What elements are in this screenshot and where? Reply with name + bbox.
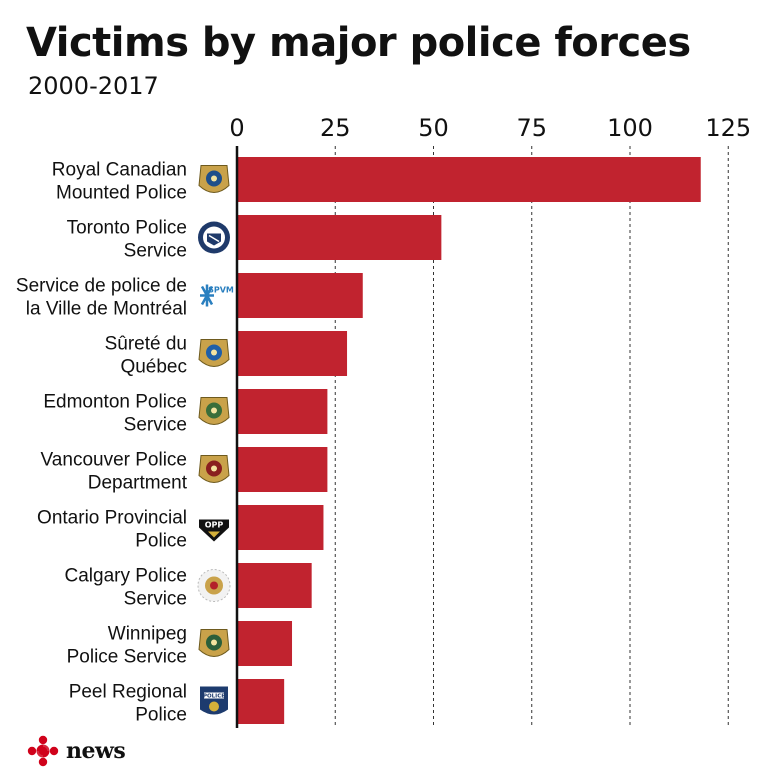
bar: [237, 389, 328, 434]
winnipeg-police-badge-icon: [198, 629, 230, 657]
peel-police-badge-icon: POLICE: [200, 686, 228, 715]
bar: [237, 505, 324, 550]
category-label-line: Service: [124, 589, 187, 610]
category-label-line: Ontario Provincial: [37, 508, 187, 529]
edmonton-police-badge-icon: [198, 397, 230, 425]
category-label-line: Sûreté du: [105, 334, 187, 355]
x-tick-label: 50: [418, 114, 449, 142]
bar: [237, 563, 312, 608]
category-label: Royal Canadian Mounted Police: [52, 160, 187, 204]
svg-text:SPVM: SPVM: [208, 286, 234, 295]
category-label-line: Department: [88, 473, 188, 494]
category-label: Edmonton Police Service: [43, 392, 187, 436]
category-label: Toronto Police Service: [67, 218, 187, 262]
category-label: Vancouver Police Department: [41, 450, 188, 494]
spvm-logo-icon: SPVM: [200, 284, 234, 307]
category-label-line: Police Service: [67, 647, 187, 668]
category-label-line: Police: [135, 705, 187, 726]
x-tick-label: 75: [516, 114, 547, 142]
category-label-line: Edmonton Police: [43, 392, 187, 413]
bar-chart: 0 25 50 75 100 125 Royal Canadian Mounted Polic…: [16, 114, 751, 728]
svg-text:OPP: OPP: [205, 521, 224, 530]
bar: [237, 447, 328, 492]
category-label: Service de police de la Ville de Montréal: [16, 276, 187, 320]
category-label: Sûreté du Québec: [105, 334, 187, 378]
calgary-police-badge-icon: [197, 569, 231, 602]
brand-name: news: [66, 738, 126, 764]
category-label-line: Vancouver Police: [41, 450, 187, 471]
category-label-line: Royal Canadian: [52, 160, 187, 181]
category-label-line: la Ville de Montréal: [26, 299, 187, 320]
category-label-line: Service: [124, 415, 187, 436]
category-label: Ontario Provincial Police: [37, 508, 187, 552]
category-label-line: Mounted Police: [56, 183, 187, 204]
category-label: Calgary Police Service: [65, 566, 188, 610]
category-label: Peel Regional Police: [69, 682, 187, 726]
category-label-line: Calgary Police: [65, 566, 188, 587]
bar: [237, 621, 293, 666]
cbc-gem-icon: [27, 735, 59, 767]
x-tick-label: 25: [320, 114, 351, 142]
x-tick-label: 125: [705, 114, 751, 142]
category-label: Winnipeg Police Service: [67, 624, 187, 668]
chart-title: Victims by major police forces: [26, 20, 691, 66]
category-label-line: Police: [135, 531, 187, 552]
rcmp-badge-icon: [198, 165, 230, 193]
category-label-line: Service: [124, 241, 187, 262]
cbc-news-logo: news: [26, 734, 126, 768]
bar: [237, 273, 363, 318]
vancouver-police-badge-icon: [198, 455, 230, 483]
x-tick-label: 100: [607, 114, 653, 142]
bar: [237, 331, 348, 376]
toronto-police-badge-icon: [198, 221, 230, 254]
bar: [237, 215, 442, 260]
category-label-line: Winnipeg: [108, 624, 187, 645]
category-label-line: Peel Regional: [69, 682, 187, 703]
surete-quebec-badge-icon: [198, 339, 230, 367]
chart-subtitle: 2000-2017: [28, 72, 159, 100]
bar: [237, 157, 701, 202]
category-label-line: Service de police de: [16, 276, 187, 297]
svg-text:POLICE: POLICE: [203, 694, 225, 700]
x-tick-label: 0: [229, 114, 244, 142]
category-label-line: Toronto Police: [67, 218, 187, 239]
bar: [237, 679, 285, 724]
category-label-line: Québec: [120, 357, 187, 378]
opp-badge-icon: OPP: [199, 519, 229, 542]
